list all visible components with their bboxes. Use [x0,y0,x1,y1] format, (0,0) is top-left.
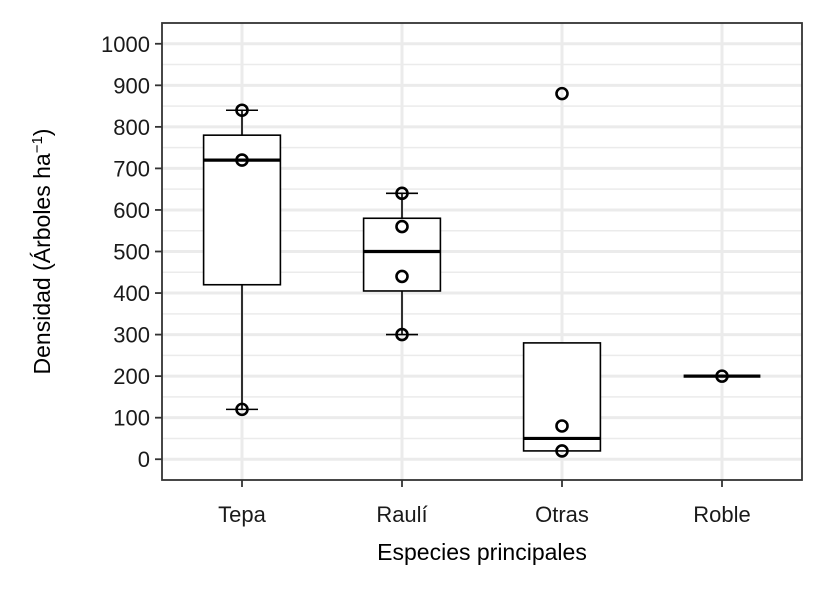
box-roble [683,369,761,383]
data-point [395,269,409,284]
box-otras [522,86,602,458]
box-raul- [362,186,442,342]
data-point [235,103,249,118]
y-tick-label: 100 [113,406,150,431]
data-point [555,86,569,101]
y-tick-label: 0 [138,447,150,472]
x-tick-label: Tepa [218,502,266,527]
y-axis-title-main: Densidad (Árboles ha [29,153,55,374]
data-point [715,369,729,383]
x-tick-label: Otras [535,502,589,527]
y-tick-label: 700 [113,156,150,181]
y-axis-title: Densidad (Árboles ha−1) [29,129,56,375]
data-point [235,402,249,417]
y-tick-label: 1000 [101,32,150,57]
y-tick-label: 200 [113,364,150,389]
y-tick-label: 400 [113,281,150,306]
box-series [202,86,761,458]
interquartile-box [362,217,442,292]
box-tepa [202,103,282,417]
x-tick-label: Raulí [376,502,427,527]
y-tick-label: 800 [113,115,150,140]
interquartile-box [202,134,282,286]
y-tick-label: 900 [113,73,150,98]
x-axis: Tepa Raulí Otras Roble [218,480,751,527]
data-point [395,327,409,342]
y-tick-label: 600 [113,198,150,223]
data-point [395,186,409,201]
x-axis-title: Especies principales [377,539,587,565]
x-tick-label: Roble [693,502,750,527]
data-point [555,444,569,458]
y-axis-title-close: ) [29,129,55,137]
y-axis: 0 100 200 300 400 500 600 700 800 900 1000 [101,32,162,472]
y-axis-title-superscript: −1 [29,136,46,153]
data-point [235,153,249,167]
data-point [395,219,409,234]
data-point [555,419,569,433]
y-tick-label: 300 [113,323,150,348]
y-tick-label: 500 [113,240,150,265]
interquartile-box [522,342,602,452]
